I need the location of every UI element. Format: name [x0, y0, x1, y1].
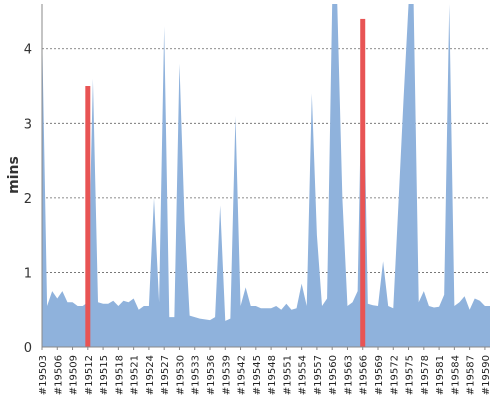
x-tick-label: #19509	[69, 355, 80, 395]
highlight-bar-19512	[85, 86, 91, 348]
x-tick-label: #19563	[343, 355, 354, 395]
y-axis-label: mins	[6, 156, 22, 194]
x-tick-label: #19587	[466, 355, 477, 395]
highlight-bar-19566	[360, 18, 366, 347]
y-tick-label: 0	[24, 341, 32, 356]
x-tick-label: #19521	[130, 355, 141, 395]
x-tick-label: #19581	[435, 355, 446, 395]
x-tick-label: #19554	[298, 355, 309, 395]
x-tick-label: #19560	[328, 355, 339, 395]
x-tick-labels: #19503 #19506 #19509 #19512 #19515 #19518 #195…	[38, 347, 492, 395]
x-tick-label: #19566	[359, 355, 370, 395]
x-tick-label: #19542	[237, 355, 248, 395]
x-tick-label: #19557	[313, 355, 324, 395]
x-tick-label: #19539	[221, 355, 232, 395]
x-tick-label: #19527	[160, 355, 171, 395]
highlight-layer	[85, 18, 366, 348]
y-tick-labels: 0 1 2 3 4	[24, 43, 32, 356]
x-tick-label: #19584	[450, 355, 461, 395]
gridlines	[42, 48, 490, 273]
y-tick-label: 1	[24, 266, 32, 281]
y-tick-label: 2	[24, 192, 32, 207]
x-tick-label: #19503	[38, 355, 49, 395]
x-tick-label: #19518	[114, 355, 125, 395]
x-tick-label: #19524	[145, 355, 156, 395]
area-layer	[42, 4, 490, 347]
x-tick-label: #19575	[405, 355, 416, 395]
x-tick-label: #19572	[389, 355, 400, 395]
x-tick-label: #19530	[175, 355, 186, 395]
x-tick-label: #19569	[374, 355, 385, 395]
x-tick-label: #19578	[420, 355, 431, 395]
axes	[41, 4, 490, 348]
x-tick-label: #19533	[191, 355, 202, 395]
x-tick-label: #19590	[481, 355, 492, 395]
x-tick-label: #19548	[267, 355, 278, 395]
x-tick-label: #19512	[84, 355, 95, 395]
duration-area	[42, 4, 490, 347]
x-tick-label: #19515	[99, 355, 110, 395]
y-tick-label: 4	[24, 43, 32, 58]
y-tick-label: 3	[24, 117, 32, 132]
x-tick-label: #19551	[282, 355, 293, 395]
x-tick-label: #19536	[206, 355, 217, 395]
x-tick-label: #19506	[53, 355, 64, 395]
x-tick-label: #19545	[252, 355, 263, 395]
